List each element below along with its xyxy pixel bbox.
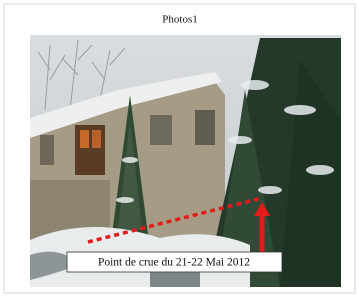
figure-title: Photos1 [162, 14, 197, 26]
annotation-text: Point de crue du 21-22 Mai 2012 [98, 257, 250, 269]
photo [30, 35, 341, 287]
figure: Photos1 [0, 0, 359, 297]
page: Photos1 [0, 0, 359, 297]
